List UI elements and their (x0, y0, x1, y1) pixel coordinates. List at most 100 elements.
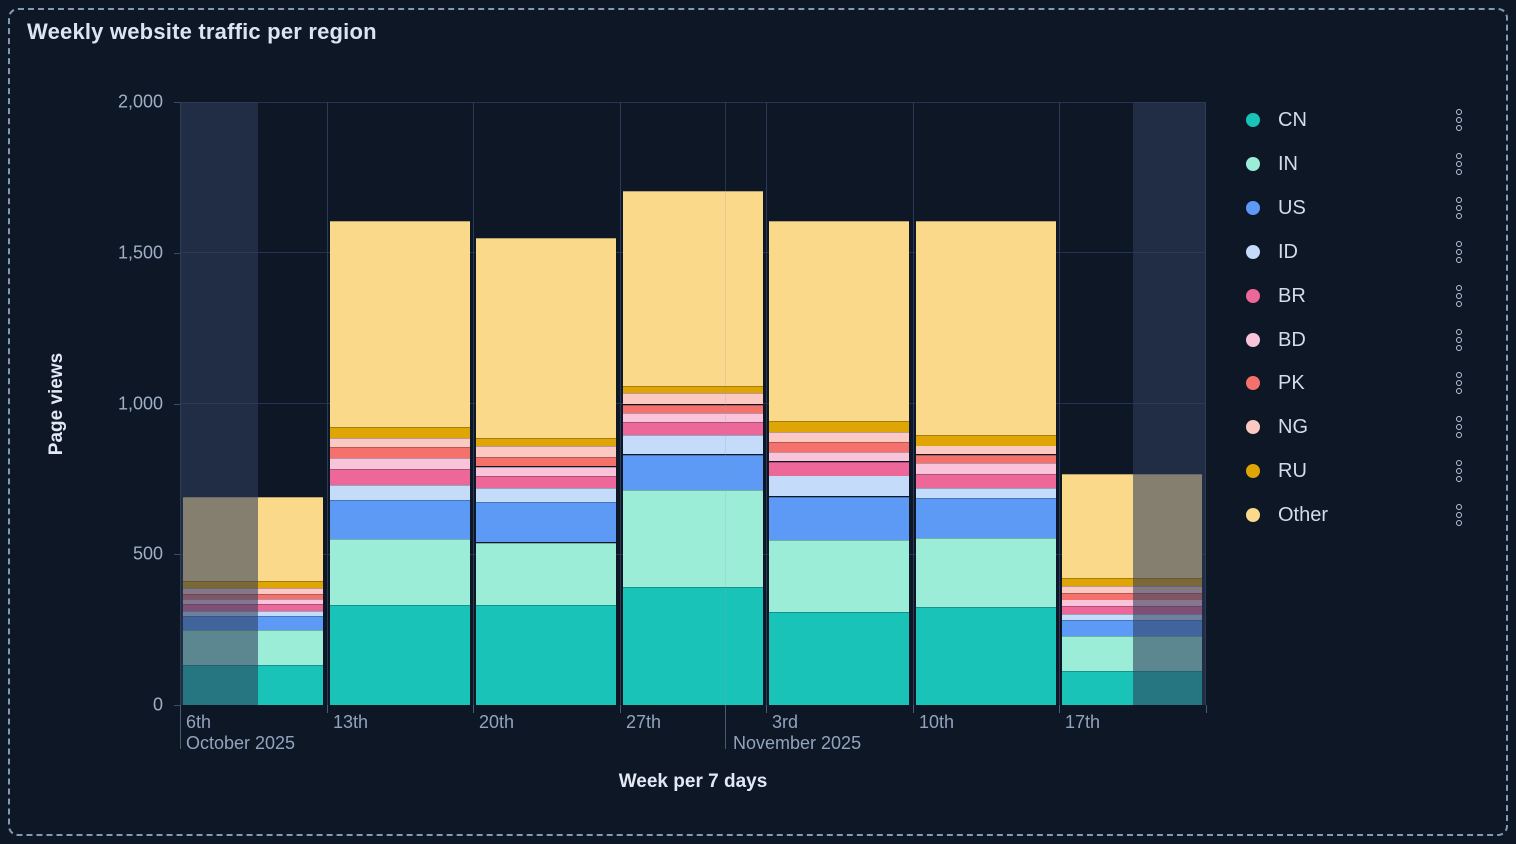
legend-color-dot-id (1246, 245, 1260, 259)
legend-item-cn[interactable]: CN (1240, 102, 1488, 138)
legend-color-dot-ru (1246, 464, 1260, 478)
bar-segment-id-10th[interactable] (916, 488, 1056, 498)
bar-segment-us-13th[interactable] (330, 500, 470, 539)
bar-segment-ng-20th[interactable] (476, 446, 616, 457)
v-gridline (766, 102, 767, 705)
y-tick-label: 0 (152, 694, 163, 715)
legend-item-other[interactable]: Other (1240, 497, 1488, 533)
bar-segment-in-13th[interactable] (330, 539, 470, 605)
y-tick-label: 500 (132, 543, 163, 564)
bar-segment-cn-27th[interactable] (623, 587, 763, 705)
legend-item-ng[interactable]: NG (1240, 409, 1488, 445)
bar-segment-ng-10th[interactable] (916, 445, 1056, 454)
bar-segment-other-10th[interactable] (916, 221, 1056, 435)
bar-segment-bd-3rd[interactable] (769, 452, 909, 461)
bar-segment-other-13th[interactable] (330, 221, 470, 427)
x-tick-mark (1206, 705, 1207, 713)
bar-segment-ng-13th[interactable] (330, 438, 470, 447)
legend-color-dot-ng (1246, 420, 1260, 434)
bar-segment-ng-17th[interactable] (1062, 586, 1202, 593)
bar-segment-br-20th[interactable] (476, 476, 616, 488)
bar-segment-us-10th[interactable] (916, 498, 1056, 538)
kebab-menu-icon[interactable] (1448, 458, 1470, 484)
x-tick-mark (620, 705, 621, 713)
bar-segment-ng-3rd[interactable] (769, 432, 909, 442)
legend-item-br[interactable]: BR (1240, 278, 1488, 314)
bar-segment-ru-10th[interactable] (916, 435, 1056, 446)
bar-segment-us-3rd[interactable] (769, 497, 909, 540)
bar-segment-ru-27th[interactable] (623, 386, 763, 393)
bar-segment-id-3rd[interactable] (769, 475, 909, 496)
bar-segment-id-20th[interactable] (476, 488, 616, 502)
bar-segment-pk-17th[interactable] (1062, 593, 1202, 600)
bar-segment-ng-27th[interactable] (623, 393, 763, 404)
bar-week-13th (330, 221, 470, 705)
legend-color-dot-us (1246, 201, 1260, 215)
y-tick-label: 2,000 (117, 91, 163, 112)
bar-segment-other-27th[interactable] (623, 191, 763, 386)
bar-segment-in-20th[interactable] (476, 543, 616, 605)
bar-segment-other-3rd[interactable] (769, 221, 909, 421)
legend-item-in[interactable]: IN (1240, 146, 1488, 182)
bar-segment-bd-13th[interactable] (330, 458, 470, 469)
kebab-menu-icon[interactable] (1448, 107, 1470, 133)
bar-segment-cn-20th[interactable] (476, 605, 616, 705)
bar-segment-pk-13th[interactable] (330, 447, 470, 458)
legend-item-pk[interactable]: PK (1240, 365, 1488, 401)
bar-segment-us-20th[interactable] (476, 502, 616, 542)
bar-segment-bd-10th[interactable] (916, 463, 1056, 474)
bar-segment-pk-10th[interactable] (916, 455, 1056, 463)
x-month-label: November 2025 (733, 733, 862, 753)
bar-segment-bd-20th[interactable] (476, 467, 616, 476)
bar-segment-ru-3rd[interactable] (769, 421, 909, 432)
bar-segment-cn-10th[interactable] (916, 607, 1056, 705)
x-tick-label-17th: 17th (1065, 712, 1101, 732)
x-tick-label-10th: 10th (919, 712, 955, 732)
legend-item-us[interactable]: US (1240, 190, 1488, 226)
bar-segment-other-20th[interactable] (476, 238, 616, 438)
bar-segment-cn-13th[interactable] (330, 605, 470, 705)
kebab-menu-icon[interactable] (1448, 195, 1470, 221)
x-tick-mark (1059, 705, 1060, 713)
bar-segment-pk-27th[interactable] (623, 405, 763, 413)
bar-segment-in-27th[interactable] (623, 490, 763, 587)
bar-segment-pk-3rd[interactable] (769, 442, 909, 452)
kebab-menu-icon[interactable] (1448, 239, 1470, 265)
bar-segment-us-27th[interactable] (623, 455, 763, 490)
v-gridline (620, 102, 621, 705)
bar-segment-br-10th[interactable] (916, 474, 1056, 488)
kebab-menu-icon[interactable] (1448, 502, 1470, 528)
kebab-menu-icon[interactable] (1448, 414, 1470, 440)
legend-label-cn: CN (1278, 108, 1307, 131)
legend-item-id[interactable]: ID (1240, 234, 1488, 270)
bar-segment-ru-17th[interactable] (1062, 578, 1202, 586)
kebab-menu-icon[interactable] (1448, 327, 1470, 353)
legend-label-ru: RU (1278, 459, 1307, 482)
kebab-menu-icon[interactable] (1448, 370, 1470, 396)
kebab-menu-icon[interactable] (1448, 283, 1470, 309)
kebab-menu-icon[interactable] (1448, 151, 1470, 177)
v-gridline (913, 102, 914, 705)
month-tick-mark (725, 705, 726, 749)
bar-segment-ru-20th[interactable] (476, 438, 616, 446)
x-tick-mark (913, 705, 914, 713)
bar-segment-id-13th[interactable] (330, 485, 470, 500)
bar-segment-br-27th[interactable] (623, 422, 763, 435)
legend-item-bd[interactable]: BD (1240, 322, 1488, 358)
bar-segment-pk-20th[interactable] (476, 457, 616, 466)
bar-segment-br-3rd[interactable] (769, 462, 909, 476)
bar-segment-id-17th[interactable] (1062, 614, 1202, 620)
bar-segment-bd-27th[interactable] (623, 413, 763, 422)
bar-segment-cn-3rd[interactable] (769, 612, 909, 705)
x-tick-mark (766, 705, 767, 713)
bar-segment-in-3rd[interactable] (769, 540, 909, 612)
legend-item-ru[interactable]: RU (1240, 453, 1488, 489)
x-tick-label-6th: 6th (186, 712, 212, 732)
bar-segment-br-13th[interactable] (330, 469, 470, 485)
bar-segment-br-17th[interactable] (1062, 606, 1202, 614)
bar-segment-id-27th[interactable] (623, 435, 763, 454)
bar-segment-in-10th[interactable] (916, 538, 1056, 607)
bar-segment-ru-13th[interactable] (330, 427, 470, 438)
y-tick-label: 1,000 (117, 393, 163, 413)
